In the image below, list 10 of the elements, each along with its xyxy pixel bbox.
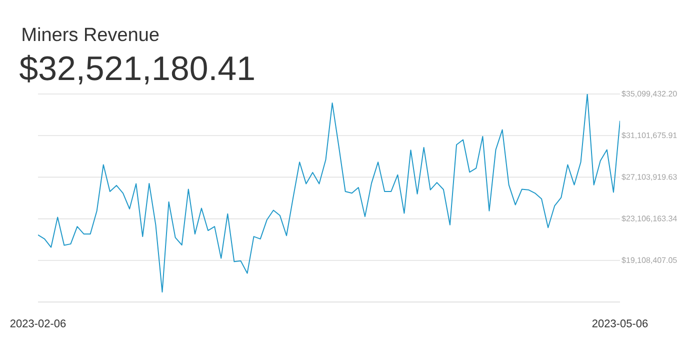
chart-title: Miners Revenue [22,27,159,42]
y-tick-label: $31,101,675.91 [622,132,677,140]
x-tick-label: 2023-05-06 [592,320,648,328]
y-tick-label: $19,108,407.05 [622,256,677,264]
y-tick-label: $23,106,163.34 [622,215,677,222]
y-tick-label: $35,099,432.20 [622,90,677,98]
line-series [38,94,620,293]
y-tick-label: $27,103,919.63 [622,174,677,181]
x-tick-label: 2023-02-06 [10,320,66,328]
chart-subtitle: $32,521,180.41 [20,54,254,84]
